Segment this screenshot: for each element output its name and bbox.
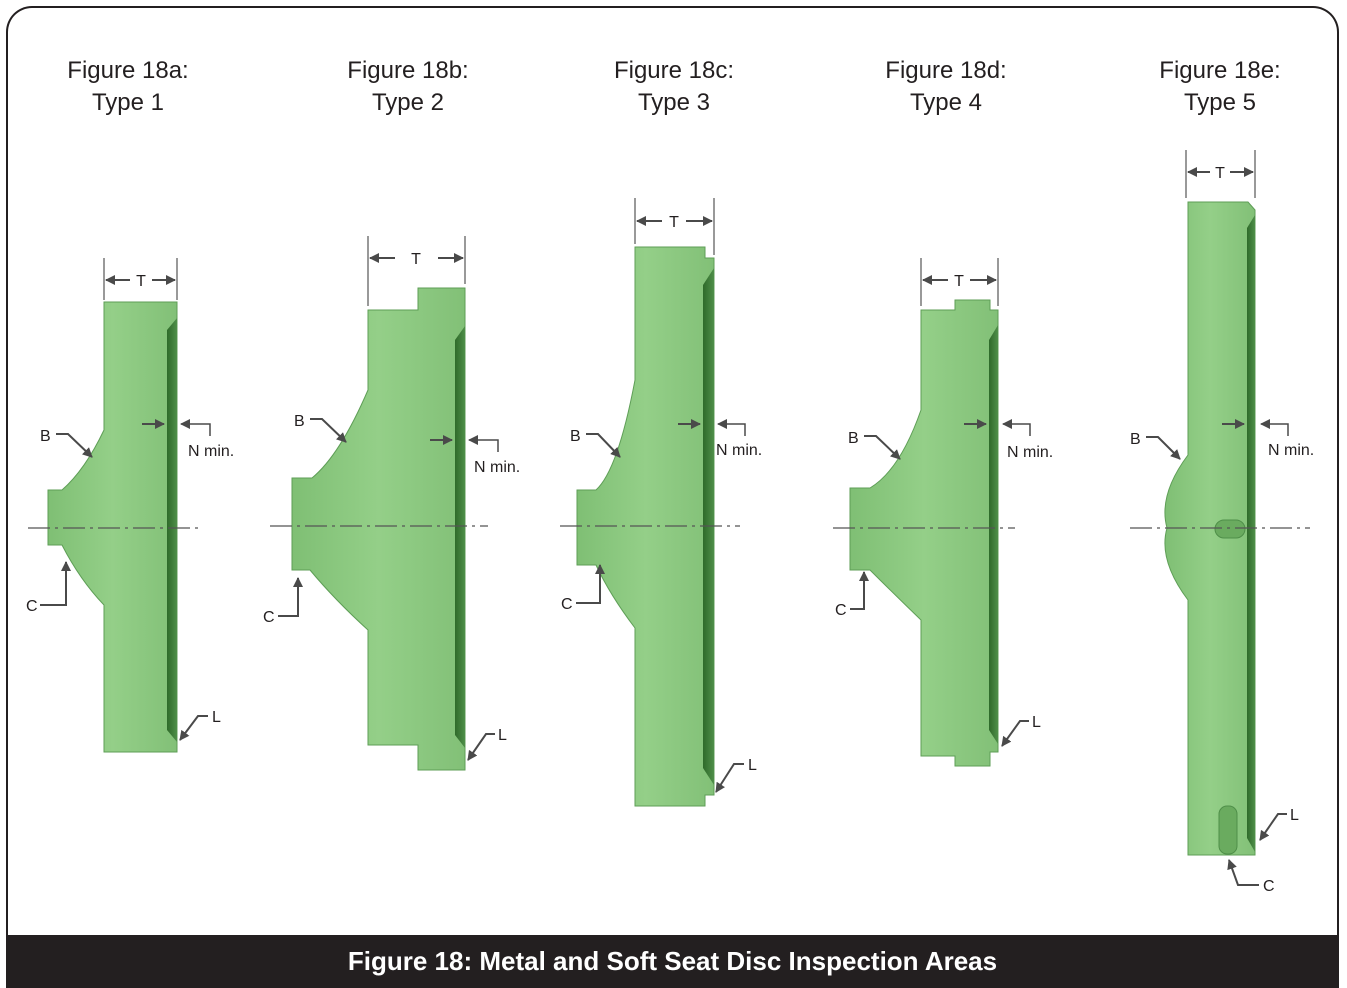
callout-n: N min.: [1222, 419, 1314, 459]
l-label: L: [748, 757, 757, 774]
t-label: T: [136, 273, 146, 290]
seat-face: [1247, 215, 1255, 852]
title-line2: Type 1: [92, 89, 164, 116]
b-label: B: [848, 430, 859, 447]
n-label: N min.: [474, 459, 520, 476]
b-label: B: [40, 428, 51, 445]
callout-l: L: [715, 757, 757, 793]
n-label: N min.: [1268, 442, 1314, 459]
figure-title-a: Figure 18a: Type 1: [67, 57, 188, 116]
callout-n: N min.: [678, 419, 762, 459]
callout-b: B: [294, 413, 347, 443]
dimension-t: T: [920, 258, 999, 306]
c-label: C: [1263, 878, 1275, 895]
callout-c: C: [263, 577, 303, 626]
title-line1: Figure 18d:: [885, 57, 1006, 84]
callout-n: N min.: [430, 435, 520, 476]
disc-type-2: T N min. B C L: [263, 236, 520, 771]
callout-b: B: [1130, 431, 1181, 460]
seat-face: [989, 325, 998, 744]
figure-title-b: Figure 18b: Type 2: [347, 57, 468, 116]
callout-b: B: [40, 428, 93, 458]
c-label: C: [26, 598, 38, 615]
t-label: T: [411, 251, 421, 268]
disc-type-4: T N min. B C L: [833, 258, 1053, 767]
title-line2: Type 5: [1184, 89, 1256, 116]
t-label: T: [669, 214, 679, 231]
l-label: L: [1032, 714, 1041, 731]
callout-l: L: [467, 727, 507, 761]
disc-body: [291, 287, 466, 771]
callout-n: N min.: [964, 419, 1053, 461]
b-label: B: [294, 413, 305, 430]
disc-type-5: T N min. B C L: [1130, 150, 1314, 895]
l-label: L: [212, 709, 221, 726]
title-line2: Type 3: [638, 89, 710, 116]
b-label: B: [570, 428, 581, 445]
figure-title-d: Figure 18d: Type 4: [885, 57, 1006, 116]
disc-body: [849, 299, 999, 767]
n-label: N min.: [188, 443, 234, 460]
l-label: L: [1290, 807, 1299, 824]
disc-type-3: T N min. B C L: [560, 198, 762, 807]
lower-tapped-hole: [1218, 805, 1238, 855]
c-label: C: [263, 609, 275, 626]
callout-l: L: [179, 709, 221, 741]
disc-body: [47, 301, 178, 753]
figure-title-e: Figure 18e: Type 5: [1159, 57, 1280, 116]
callout-c: C: [1227, 859, 1275, 895]
title-line1: Figure 18a:: [67, 57, 188, 84]
seat-face: [167, 318, 177, 742]
dimension-t: T: [103, 258, 178, 300]
title-line1: Figure 18b:: [347, 57, 468, 84]
callout-l: L: [1001, 714, 1041, 747]
b-label: B: [1130, 431, 1141, 448]
callout-l: L: [1259, 807, 1299, 841]
callout-c: C: [561, 564, 605, 613]
l-label: L: [498, 727, 507, 744]
disc-type-1: T N min. B C L: [26, 258, 234, 753]
callout-b: B: [848, 430, 901, 460]
callout-c: C: [835, 571, 869, 619]
c-label: C: [835, 602, 847, 619]
callout-n: N min.: [142, 419, 234, 460]
c-label: C: [561, 596, 573, 613]
t-label: T: [954, 273, 964, 290]
figure-caption: Figure 18: Metal and Soft Seat Disc Insp…: [6, 935, 1339, 988]
title-line1: Figure 18c:: [614, 57, 734, 84]
figure-title-c: Figure 18c: Type 3: [614, 57, 734, 116]
dimension-t: T: [634, 198, 715, 255]
n-label: N min.: [1007, 444, 1053, 461]
center-bore: [1214, 519, 1246, 539]
title-line2: Type 2: [372, 89, 444, 116]
n-label: N min.: [716, 442, 762, 459]
callout-b: B: [570, 428, 621, 458]
dimension-t: T: [1185, 150, 1256, 198]
title-line1: Figure 18e:: [1159, 57, 1280, 84]
callout-c: C: [26, 561, 71, 615]
dimension-t: T: [367, 236, 466, 306]
t-label: T: [1215, 165, 1225, 182]
seat-face: [455, 326, 465, 748]
title-line2: Type 4: [910, 89, 982, 116]
